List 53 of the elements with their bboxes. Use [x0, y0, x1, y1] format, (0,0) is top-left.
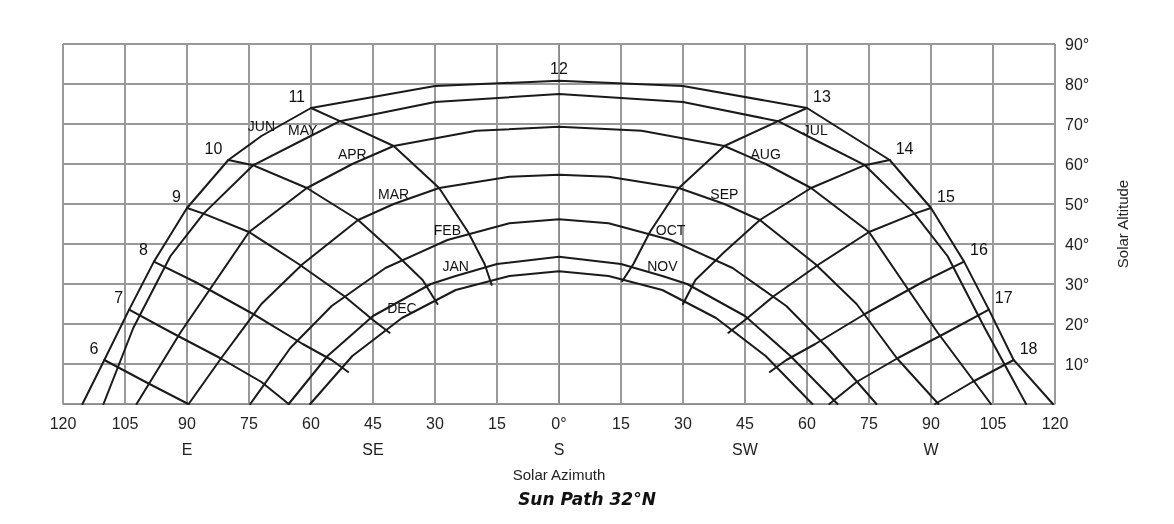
x-tick-label: 15	[612, 414, 630, 432]
x-tick-label: 105	[979, 414, 1007, 432]
x-tick-label: 105	[111, 414, 139, 432]
annotation: 14	[895, 139, 914, 157]
annotation: OCT	[655, 222, 686, 238]
x-tick-label: 15	[488, 414, 506, 432]
annotation: FEB	[433, 222, 462, 238]
y-tick-label: 50°	[1065, 195, 1090, 213]
text: Sun Path 32°N	[518, 488, 656, 509]
x-tick-label: 30	[674, 414, 692, 432]
x-tick-label: 0° S	[551, 414, 567, 458]
annotation: SEP	[710, 186, 739, 202]
x-tick-label: 30	[426, 414, 444, 432]
y-tick-label: 60°	[1065, 155, 1090, 173]
x-tick-label: 90 E	[178, 414, 196, 458]
annotation: 7	[114, 289, 124, 307]
x-tick-label: 90 W	[922, 414, 940, 458]
annotation: NOV	[647, 258, 679, 274]
annotation: AUG	[750, 146, 781, 162]
annotation: 11	[288, 87, 306, 105]
annotation: 18	[1019, 339, 1038, 357]
x-tick-label: 120	[49, 414, 77, 432]
y-tick-label: 10°	[1065, 355, 1090, 373]
annotation: 16	[970, 241, 988, 259]
annotation: 13	[813, 87, 831, 105]
y-tick-label: 90°	[1065, 35, 1090, 53]
annotation: JAN	[442, 258, 469, 274]
annotation: MAR	[378, 186, 410, 202]
annotation: 9	[172, 187, 182, 205]
y-tick-label: 70°	[1065, 115, 1090, 133]
x-tick-label: 45 SW	[732, 414, 759, 458]
annotation: 8	[139, 241, 149, 259]
x-tick-label: 45 SE	[362, 414, 384, 458]
y-tick-label: 20°	[1065, 315, 1090, 333]
y-tick-label: 30°	[1065, 275, 1090, 293]
y-tick-label: 40°	[1065, 235, 1090, 253]
x-axis-title: Solar Azimuth	[512, 465, 606, 483]
annotation: 10	[204, 139, 223, 157]
annotation: JUN	[247, 118, 276, 134]
annotation: APR	[337, 146, 367, 162]
annotation: 17	[994, 289, 1013, 307]
annotation: 6	[89, 339, 99, 357]
x-tick-label: 75	[860, 414, 878, 432]
annotation: MAY	[288, 122, 319, 138]
y-tick-label: 80°	[1065, 75, 1090, 93]
x-tick-label: 60	[798, 414, 816, 432]
x-tick-label: 60	[302, 414, 320, 432]
x-tick-label: 120	[1041, 414, 1069, 432]
x-tick-label: 75	[240, 414, 258, 432]
annotation: 12	[550, 60, 568, 78]
y-axis-title: Solar Altitude	[1114, 179, 1131, 269]
annotation: JUL	[802, 122, 828, 138]
annotation: 15	[937, 187, 955, 205]
